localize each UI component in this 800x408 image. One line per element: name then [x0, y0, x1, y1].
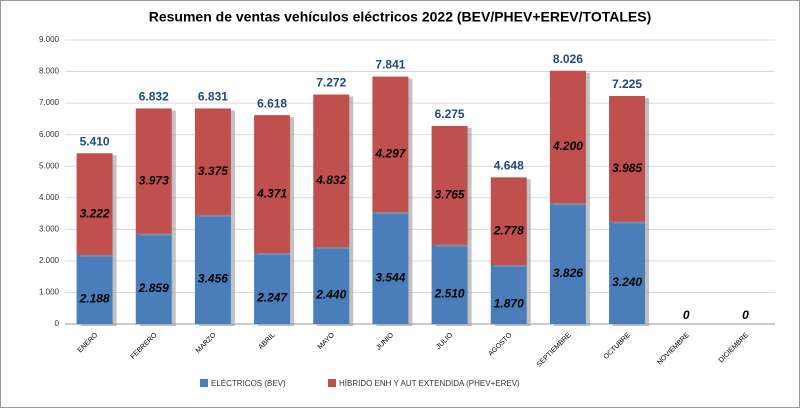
data-label: 3.544: [375, 270, 405, 284]
bar-segment: [431, 125, 468, 245]
data-label: 3.222: [80, 206, 110, 220]
data-label: 4.832: [315, 173, 346, 187]
total-label: 6.831: [198, 90, 228, 104]
bar-segment: [372, 212, 409, 324]
data-label: 3.985: [612, 161, 642, 175]
bar-segment: [313, 94, 350, 248]
data-label: 4.297: [374, 147, 406, 161]
total-label: 5.410: [80, 134, 110, 148]
bar-segment: [490, 264, 527, 324]
data-label: 3.375: [198, 164, 228, 178]
total-label: 8.026: [553, 52, 583, 66]
data-label: 3.456: [198, 272, 228, 286]
data-label: 4.371: [256, 186, 287, 200]
total-label: 7.841: [375, 58, 405, 72]
y-tick-label: 2.000: [39, 256, 60, 265]
y-tick-label: 6.000: [39, 130, 60, 139]
data-label: 0: [742, 308, 749, 322]
data-label: 2.859: [138, 281, 169, 295]
legend-swatch: [200, 379, 208, 387]
bar-segment: [609, 221, 646, 324]
y-tick-label: 1.000: [39, 288, 60, 297]
data-label: 2.778: [493, 223, 524, 237]
bar-segment: [490, 177, 527, 265]
bar-segment: [194, 108, 231, 215]
y-tick-label: 4.000: [39, 193, 60, 202]
total-label: 7.225: [612, 77, 642, 91]
total-label: 7.272: [316, 76, 346, 90]
data-label: 1.870: [494, 297, 524, 311]
data-label: 3.826: [553, 266, 583, 280]
legend-label: ELÉCTRICOS (BEV): [211, 379, 286, 388]
total-label: 6.832: [139, 90, 169, 104]
data-label: 3.240: [612, 275, 642, 289]
bar-segment: [431, 244, 468, 324]
data-label: 0: [683, 308, 690, 322]
data-label: 3.973: [139, 173, 169, 187]
bar-segment: [254, 115, 291, 254]
total-label: 4.648: [494, 159, 524, 173]
bar-segment: [194, 214, 231, 324]
y-tick-label: 7.000: [39, 98, 60, 107]
legend-swatch: [328, 379, 336, 387]
bar-segment: [372, 76, 409, 213]
chart-title: Resumen de ventas vehículos eléctricos 2…: [149, 9, 652, 25]
bar-segment: [135, 108, 172, 234]
bar-segment: [549, 70, 586, 204]
y-tick-label: 0: [55, 319, 60, 328]
bar-segment: [254, 253, 291, 324]
bar-segment: [135, 233, 172, 324]
data-label: 2.188: [79, 292, 110, 306]
bar-segment: [549, 203, 586, 324]
data-label: 3.765: [435, 188, 465, 202]
bar-segment: [76, 254, 113, 324]
data-label: 4.200: [552, 139, 583, 153]
legend-label: HÍBRIDO ENH Y AUT EXTENDIDA (PHEV+EREV): [339, 379, 520, 388]
total-label: 6.618: [257, 96, 287, 110]
data-label: 2.247: [256, 291, 288, 305]
bar-segment: [76, 153, 113, 255]
total-label: 6.275: [435, 107, 465, 121]
y-tick-label: 8.000: [39, 67, 60, 76]
y-tick-label: 9.000: [39, 35, 60, 44]
y-tick-label: 5.000: [39, 161, 60, 170]
bar-segment: [313, 247, 350, 324]
data-label: 2.510: [434, 287, 465, 301]
data-label: 2.440: [315, 288, 346, 302]
bar-segment: [609, 96, 646, 222]
y-tick-label: 3.000: [39, 224, 60, 233]
